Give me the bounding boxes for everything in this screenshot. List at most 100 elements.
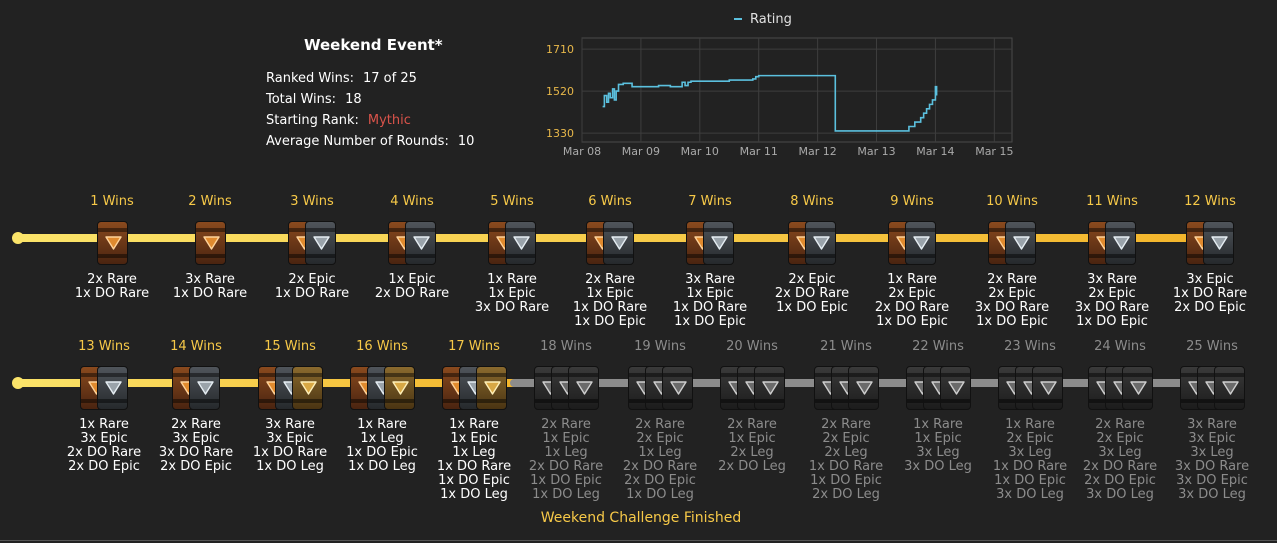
chest-band — [1204, 254, 1233, 258]
track-start-cap — [12, 232, 24, 244]
leg-chest-icon — [383, 366, 415, 410]
reward-item: 2x DO Rare — [774, 286, 850, 301]
chest-stack — [54, 364, 154, 412]
wins-label: 12 Wins — [1184, 194, 1236, 209]
reward-item: 1x DO Rare — [1172, 286, 1248, 301]
chest-stack — [796, 364, 896, 412]
reward-item: 1x Epic — [586, 286, 634, 301]
chest-band — [989, 254, 1018, 258]
stat-value: 10 — [457, 134, 475, 149]
reward-list: 2x Rare 2x Epic 3x Leg 2x DO Rare 2x DO Epic… — [1070, 418, 1170, 502]
reward-item: 1x Leg — [452, 445, 496, 460]
reward-item: 1x DO Leg — [256, 459, 324, 474]
reward-item: 3x Epic — [266, 431, 314, 446]
reward-item: 1x DO Rare — [808, 459, 884, 474]
reward-list: 3x Rare 1x DO Rare — [160, 273, 260, 301]
chest-band — [998, 399, 1028, 403]
rare-chest-icon — [194, 221, 226, 265]
reward-item: 3x Leg — [1098, 445, 1142, 460]
plot-border — [581, 37, 1013, 143]
reward-item: 3x DO Rare — [974, 300, 1050, 315]
y-tick-label: 1710 — [546, 43, 574, 56]
reward-item: 1x DO Epic — [994, 473, 1066, 488]
wins-label: 10 Wins — [986, 194, 1038, 209]
chest-stack — [762, 219, 862, 267]
chest-band — [534, 399, 564, 403]
wins-label: 23 Wins — [1004, 339, 1056, 354]
chest-band — [814, 373, 844, 377]
epic-chest-icon — [805, 221, 836, 265]
x-tick-label: Mar 14 — [916, 145, 954, 158]
chest-band — [406, 228, 435, 232]
chest-band — [814, 399, 844, 403]
chevron-gem-icon — [1221, 381, 1239, 395]
stat-value: Mythic — [367, 113, 411, 128]
reward-item: 2x Epic — [988, 286, 1036, 301]
reward-slot-4: 4 Wins 1x Epic 2x DO Rare — [362, 194, 462, 301]
stat-starting-rank: Starting Rank: Mythic — [266, 113, 411, 128]
reward-item: 2x Epic — [1088, 286, 1136, 301]
reward-item: 1x DO Leg — [440, 487, 508, 502]
epic-chest-icon — [703, 221, 734, 265]
chest-band — [940, 373, 970, 377]
reward-item: 1x DO Rare — [274, 286, 350, 301]
chevron-gem-icon — [391, 381, 409, 395]
reward-item: 2x DO Rare — [1082, 459, 1158, 474]
leg-chest-icon — [291, 366, 323, 410]
chest-band — [587, 254, 616, 258]
reward-item: 2x DO Epic — [1084, 473, 1156, 488]
chest-band — [806, 254, 835, 258]
reward-item: 2x Rare — [987, 272, 1037, 287]
stat-total-wins: Total Wins: 18 — [266, 92, 362, 107]
chest-band — [442, 399, 472, 403]
wins-label: 1 Wins — [90, 194, 134, 209]
chest-band — [754, 373, 784, 377]
epic-chest-icon — [97, 366, 128, 410]
stat-label: Starting Rank: — [266, 113, 359, 128]
chest-band — [195, 254, 225, 258]
chevron-gem-icon — [1039, 381, 1057, 395]
chest-band — [292, 373, 322, 377]
chest-band — [406, 254, 435, 258]
chest-band — [848, 399, 878, 403]
wins-label: 15 Wins — [264, 339, 316, 354]
legend-label: Rating — [750, 12, 792, 27]
reward-list: 1x Rare 1x Epic 1x Leg 1x DO Rare 1x DO Epic… — [424, 418, 524, 502]
reward-item: 2x Rare — [1095, 417, 1145, 432]
chest-band — [195, 228, 225, 232]
epic-chest-icon — [305, 221, 336, 265]
chest-band — [459, 373, 489, 377]
chest-band — [1122, 399, 1152, 403]
chest-band — [940, 399, 970, 403]
chest-band — [476, 399, 506, 403]
chest-band — [831, 373, 861, 377]
reward-item: 1x DO Epic — [346, 445, 418, 460]
chest-band — [720, 373, 750, 377]
reward-slot-21: 21 Wins 2x Rare 2x Epic 2x Leg 1x DO Rare 1x … — [796, 339, 896, 502]
chest-band — [1106, 254, 1135, 258]
reward-item: 1x DO Rare — [436, 459, 512, 474]
chest-band — [459, 399, 489, 403]
wins-label: 18 Wins — [540, 339, 592, 354]
chest-band — [687, 228, 716, 232]
reward-list: 1x Rare 2x Epic 2x DO Rare 1x DO Epic — [862, 273, 962, 329]
chest-band — [389, 228, 418, 232]
reward-item: 1x DO Epic — [976, 314, 1048, 329]
wins-label: 17 Wins — [448, 339, 500, 354]
chest-band — [720, 399, 750, 403]
chest-stack — [660, 219, 760, 267]
chest-band — [534, 373, 564, 377]
bottom-divider — [0, 540, 1277, 541]
chevron-gem-icon — [947, 381, 965, 395]
reward-slot-5: 5 Wins 1x Rare 1x Epic 3x DO Rare — [462, 194, 562, 315]
reward-item: 3x Leg — [1190, 445, 1234, 460]
chest-band — [489, 228, 518, 232]
reward-item: 2x DO Epic — [68, 459, 140, 474]
wins-label: 3 Wins — [290, 194, 334, 209]
chest-band — [350, 373, 380, 377]
chest-band — [848, 373, 878, 377]
reward-item: 2x DO Epic — [624, 473, 696, 488]
reward-item: 1x Rare — [913, 417, 963, 432]
chest-band — [628, 373, 658, 377]
reward-list: 2x Rare 2x Epic 3x DO Rare 1x DO Epic — [962, 273, 1062, 329]
